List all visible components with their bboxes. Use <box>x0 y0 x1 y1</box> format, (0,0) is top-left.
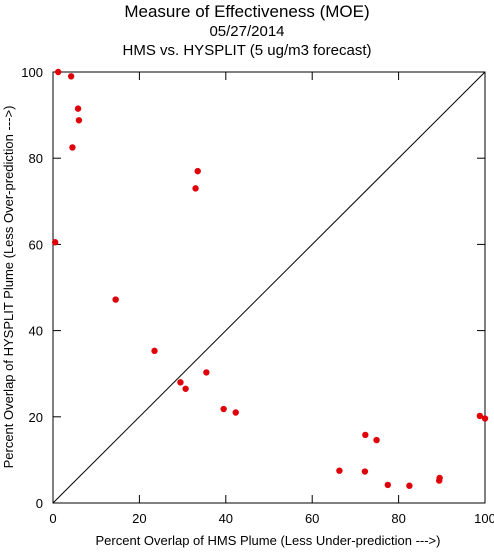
x-tick-label: 60 <box>305 511 319 526</box>
data-point <box>336 467 343 474</box>
data-point <box>232 409 239 416</box>
data-point <box>151 347 158 355</box>
reference-diagonal-line <box>52 71 486 504</box>
data-point <box>75 117 83 124</box>
data-point <box>54 68 62 76</box>
data-point <box>203 369 210 376</box>
plot-frame <box>52 71 486 504</box>
data-point <box>406 482 413 489</box>
x-tick-label: 40 <box>219 511 233 526</box>
x-axis-label: Percent Overlap of HMS Plume (Less Under… <box>96 533 441 548</box>
data-point <box>51 239 59 246</box>
y-axis-ticks: 0 20 40 60 80 100 <box>21 65 485 511</box>
data-point <box>74 105 82 112</box>
data-point <box>220 405 227 413</box>
data-point <box>384 481 391 489</box>
data-point <box>112 296 119 303</box>
x-tick-label: 80 <box>391 511 405 526</box>
data-point <box>67 73 75 80</box>
data-point <box>436 477 443 484</box>
y-tick-label: 100 <box>21 65 43 80</box>
data-point <box>177 379 184 386</box>
y-tick-label: 40 <box>29 324 43 339</box>
chart-subtitle-description: HMS vs. HYSPLIT (5 ug/m3 forecast) <box>123 42 372 59</box>
y-tick-label: 20 <box>29 410 43 425</box>
data-point <box>361 468 369 475</box>
data-point <box>481 415 489 422</box>
chart-subtitle-date: 05/27/2014 <box>209 23 284 40</box>
data-points <box>51 68 489 489</box>
data-point <box>192 185 199 192</box>
data-point <box>69 144 76 151</box>
y-tick-label: 80 <box>29 151 43 166</box>
y-tick-label: 60 <box>29 237 43 252</box>
data-point <box>362 431 369 439</box>
data-point <box>182 385 189 392</box>
y-tick-label: 0 <box>36 496 43 511</box>
chart-title: Measure of Effectiveness (MOE) <box>124 2 369 21</box>
x-tick-label: 100 <box>474 511 494 526</box>
data-point <box>373 436 380 444</box>
x-axis-ticks: 0 20 40 60 80 100 <box>49 72 494 526</box>
x-tick-label: 20 <box>132 511 146 526</box>
data-point <box>476 412 484 420</box>
data-point <box>194 167 201 175</box>
x-tick-label: 0 <box>49 511 56 526</box>
y-axis-label: Percent Overlap of HYSPLIT Plume (Less O… <box>1 106 16 469</box>
